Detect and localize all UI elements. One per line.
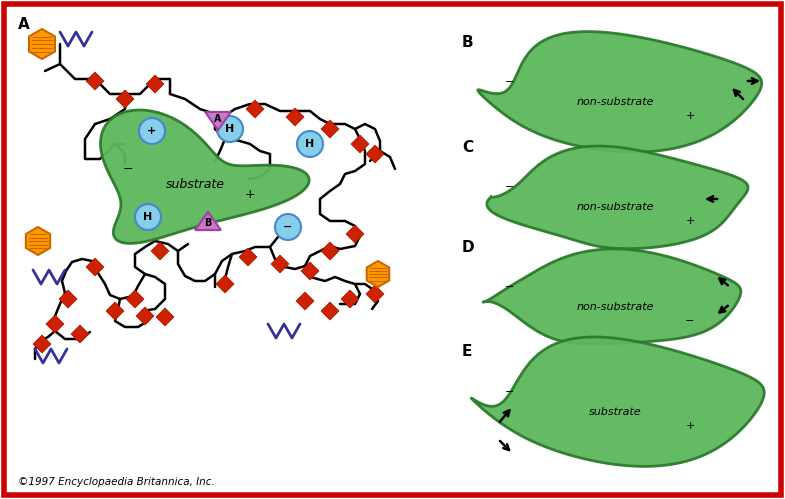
Polygon shape (146, 75, 164, 93)
Polygon shape (86, 72, 104, 90)
Text: −: − (506, 282, 515, 292)
Polygon shape (341, 290, 359, 308)
Polygon shape (487, 146, 748, 249)
Polygon shape (205, 112, 231, 130)
Polygon shape (26, 227, 50, 255)
Text: E: E (462, 344, 473, 359)
Polygon shape (33, 335, 51, 353)
Polygon shape (46, 315, 64, 333)
Polygon shape (366, 145, 384, 163)
Text: non-substrate: non-substrate (576, 202, 654, 212)
Text: H: H (225, 124, 235, 134)
Polygon shape (346, 225, 364, 243)
Circle shape (217, 116, 243, 142)
Polygon shape (71, 325, 89, 343)
Text: ©1997 Encyclopaedia Britannica, Inc.: ©1997 Encyclopaedia Britannica, Inc. (18, 477, 215, 487)
Polygon shape (321, 242, 339, 260)
Polygon shape (29, 29, 55, 59)
Text: A: A (18, 17, 30, 32)
Text: B: B (204, 218, 212, 228)
Text: −: − (685, 316, 695, 326)
Polygon shape (483, 249, 741, 344)
Text: non-substrate: non-substrate (576, 302, 654, 312)
Circle shape (297, 131, 323, 157)
Polygon shape (271, 255, 289, 273)
Text: +: + (148, 126, 157, 136)
Text: +: + (685, 421, 695, 431)
Text: −: − (506, 387, 515, 397)
Polygon shape (471, 337, 765, 467)
Circle shape (275, 214, 301, 240)
Text: −: − (283, 222, 293, 232)
Text: C: C (462, 140, 473, 155)
Polygon shape (59, 290, 77, 308)
Text: non-substrate: non-substrate (576, 97, 654, 107)
Circle shape (135, 204, 161, 230)
Polygon shape (106, 302, 124, 320)
Text: D: D (462, 240, 475, 254)
Text: substrate: substrate (166, 178, 225, 191)
Polygon shape (366, 285, 384, 303)
Polygon shape (321, 120, 339, 138)
Text: −: − (122, 163, 133, 176)
Polygon shape (116, 90, 134, 108)
Text: −: − (506, 182, 515, 192)
Polygon shape (136, 307, 154, 325)
Polygon shape (239, 248, 257, 266)
Polygon shape (126, 290, 144, 308)
Polygon shape (156, 308, 174, 326)
Polygon shape (151, 242, 169, 260)
Text: −: − (506, 77, 515, 87)
Text: A: A (214, 114, 221, 124)
Text: +: + (245, 188, 255, 201)
Polygon shape (301, 262, 319, 280)
Text: B: B (462, 34, 473, 49)
Polygon shape (246, 100, 264, 118)
Polygon shape (86, 258, 104, 276)
Text: substrate: substrate (589, 407, 641, 417)
Polygon shape (195, 212, 221, 230)
Polygon shape (100, 110, 309, 244)
Polygon shape (296, 292, 314, 310)
Polygon shape (367, 261, 389, 287)
Text: +: + (685, 216, 695, 226)
Polygon shape (351, 135, 369, 153)
Circle shape (139, 118, 165, 144)
Text: H: H (144, 212, 152, 222)
Polygon shape (216, 275, 234, 293)
Polygon shape (321, 302, 339, 320)
Text: +: + (685, 111, 695, 121)
Polygon shape (286, 108, 304, 126)
Text: H: H (305, 139, 315, 149)
Polygon shape (478, 31, 761, 152)
